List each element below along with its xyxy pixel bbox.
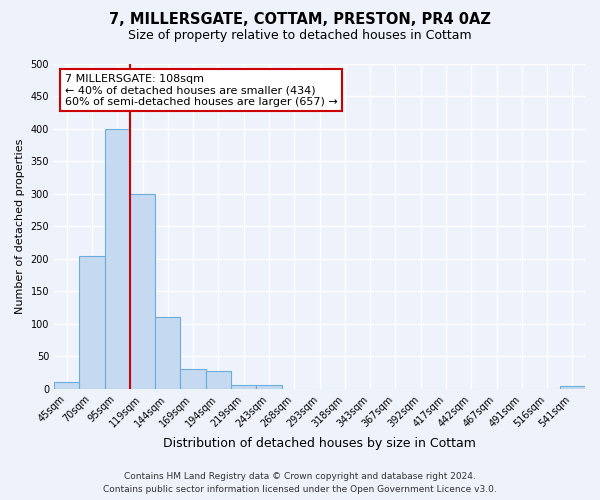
Text: 7, MILLERSGATE, COTTAM, PRESTON, PR4 0AZ: 7, MILLERSGATE, COTTAM, PRESTON, PR4 0AZ	[109, 12, 491, 28]
Text: Size of property relative to detached houses in Cottam: Size of property relative to detached ho…	[128, 28, 472, 42]
Bar	[181, 370, 206, 389]
Bar	[231, 385, 256, 389]
Bar	[104, 129, 130, 389]
Bar	[206, 372, 231, 389]
Bar	[54, 382, 79, 389]
Y-axis label: Number of detached properties: Number of detached properties	[15, 139, 25, 314]
Bar	[79, 256, 104, 389]
Bar	[130, 194, 155, 389]
Bar	[256, 385, 281, 389]
Text: 7 MILLERSGATE: 108sqm
← 40% of detached houses are smaller (434)
60% of semi-det: 7 MILLERSGATE: 108sqm ← 40% of detached …	[65, 74, 337, 107]
Text: Contains HM Land Registry data © Crown copyright and database right 2024.
Contai: Contains HM Land Registry data © Crown c…	[103, 472, 497, 494]
Bar	[560, 386, 585, 389]
X-axis label: Distribution of detached houses by size in Cottam: Distribution of detached houses by size …	[163, 437, 476, 450]
Bar	[155, 318, 181, 389]
